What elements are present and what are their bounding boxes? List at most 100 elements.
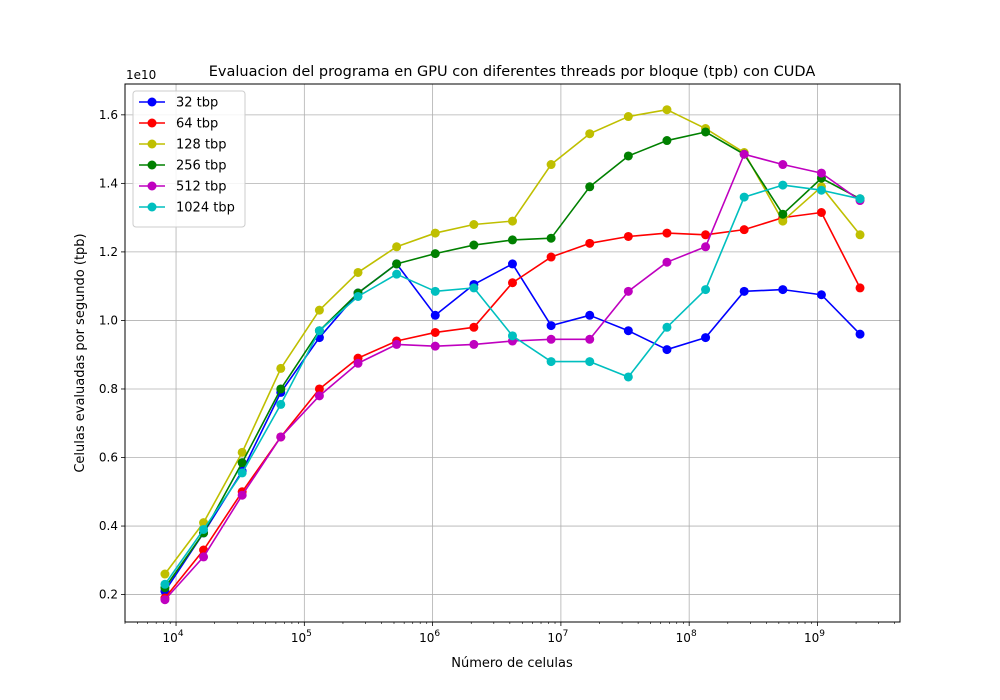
data-point (585, 334, 595, 344)
data-point (546, 252, 556, 262)
data-point (276, 432, 286, 442)
data-point (199, 524, 209, 534)
data-point (739, 192, 749, 202)
data-point (855, 194, 865, 204)
data-point (392, 269, 402, 279)
data-point (430, 327, 440, 337)
data-point (507, 331, 517, 341)
data-point (585, 310, 595, 320)
series-layer (160, 105, 865, 605)
x-tick-base: 10 (547, 631, 562, 645)
data-point (430, 286, 440, 296)
legend-entry: 1024 tbp (139, 201, 235, 216)
legend-marker (147, 181, 157, 191)
data-point (662, 322, 672, 332)
x-tick-exponent: 4 (178, 629, 184, 639)
legend-marker (147, 160, 157, 170)
legend-label: 64 tbp (176, 117, 218, 132)
legend-marker (147, 118, 157, 128)
data-point (623, 231, 633, 241)
data-point (392, 259, 402, 269)
data-point (701, 242, 711, 252)
data-point (469, 322, 479, 332)
data-point (623, 151, 633, 161)
data-point (816, 168, 826, 178)
data-point (507, 278, 517, 288)
legend-entry: 64 tbp (139, 117, 218, 132)
data-point (469, 219, 479, 229)
series-1024-tbp (160, 180, 865, 589)
legend-box (132, 90, 246, 228)
data-point (778, 180, 788, 190)
data-point (353, 291, 363, 301)
legend-label: 256 tbp (176, 159, 227, 174)
y-tick-label: 1.6 (99, 108, 118, 122)
data-point (778, 160, 788, 170)
data-point (237, 447, 247, 457)
x-tick-exponent: 6 (434, 629, 440, 639)
y-tick-label: 1.4 (99, 176, 118, 190)
data-point (430, 249, 440, 259)
legend-label: 512 tbp (176, 180, 227, 195)
x-tick-label: 107 (547, 629, 568, 645)
data-point (199, 552, 209, 562)
data-point (662, 345, 672, 355)
axes-frame (124, 83, 901, 623)
data-point (701, 230, 711, 240)
data-point (778, 216, 788, 226)
legend-marker (147, 202, 157, 212)
data-point (237, 468, 247, 478)
data-point (469, 240, 479, 250)
data-point (546, 233, 556, 243)
legend-entry: 512 tbp (139, 180, 227, 195)
data-point (276, 363, 286, 373)
y-tick-label: 1.0 (99, 313, 118, 327)
x-tick-label: 105 (291, 629, 312, 645)
data-point (816, 208, 826, 218)
data-point (160, 569, 170, 579)
legend-marker (147, 139, 157, 149)
data-point (237, 458, 247, 468)
data-point (430, 310, 440, 320)
x-tick-exponent: 7 (563, 629, 569, 639)
legend-marker (147, 97, 157, 107)
data-point (662, 257, 672, 267)
data-point (160, 579, 170, 589)
legend-entry: 128 tbp (139, 138, 227, 153)
y-tick-label: 1.2 (99, 245, 118, 259)
data-point (585, 129, 595, 139)
data-point (160, 595, 170, 605)
data-point (701, 127, 711, 137)
data-point (623, 372, 633, 382)
x-tick-exponent: 8 (691, 629, 697, 639)
data-point (430, 228, 440, 238)
data-point (546, 321, 556, 331)
y-offset-text: 1e10 (126, 68, 156, 82)
data-point (623, 286, 633, 296)
y-axis-label: Celulas evaluadas por segundo (tpb) (73, 233, 88, 472)
data-point (778, 209, 788, 219)
data-point (546, 334, 556, 344)
x-tick-exponent: 5 (306, 629, 312, 639)
data-point (237, 490, 247, 500)
x-tick-base: 10 (676, 631, 691, 645)
data-point (314, 326, 324, 336)
x-tick-base: 10 (804, 631, 819, 645)
data-point (469, 339, 479, 349)
x-axis-label: Número de celulas (451, 656, 573, 671)
data-point (276, 384, 286, 394)
data-point (585, 182, 595, 192)
x-tick-label: 108 (676, 629, 697, 645)
legend: 32 tbp 64 tbp 128 tbp 256 tbp 512 tbp 1024 tb… (132, 90, 246, 228)
legend-entry: 256 tbp (139, 159, 227, 174)
data-point (855, 329, 865, 339)
data-point (623, 112, 633, 122)
legend-entry: 32 tbp (139, 96, 218, 111)
data-point (276, 399, 286, 409)
chart-title: Evaluacion del programa en GPU con difer… (209, 64, 816, 80)
data-point (585, 238, 595, 248)
series-512-tbp (160, 149, 865, 605)
data-point (546, 357, 556, 367)
